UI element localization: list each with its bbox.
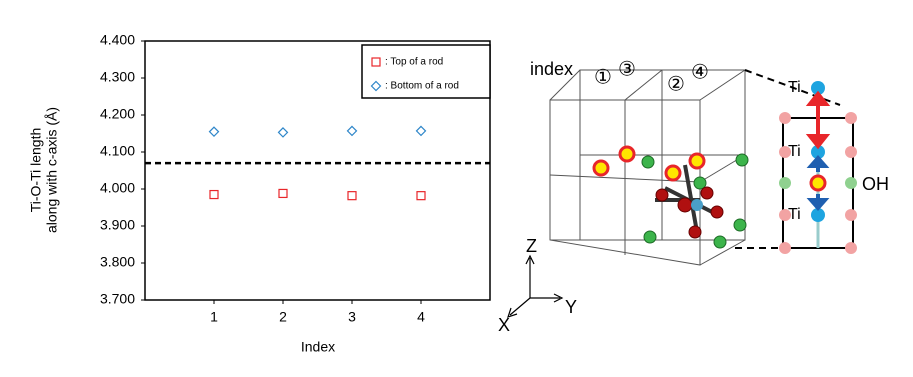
legend — [361, 44, 491, 99]
atom-label: OH — [862, 174, 889, 194]
legend-label: : Bottom of a rod — [385, 81, 459, 92]
x-tick-label: 2 — [279, 309, 287, 325]
oh-sites — [592, 145, 706, 182]
y-axis-label: along with c-axis (Å) — [44, 107, 60, 233]
axis-label: Z — [526, 236, 537, 256]
marker — [209, 189, 219, 200]
site-label: ④ — [691, 61, 709, 83]
x-axis-label: Index — [301, 339, 335, 355]
x-tick-label: 3 — [348, 309, 356, 325]
atom-label: Ti — [788, 143, 801, 160]
chart: Index Ti-O-Ti length along with c-axis (… — [28, 40, 491, 355]
marker — [415, 125, 427, 137]
green-atoms — [641, 153, 749, 249]
axis-label: X — [498, 315, 510, 335]
legend-marker — [371, 57, 381, 67]
x-tick-label: 1 — [210, 309, 218, 325]
y-tick-label: 3.700 — [100, 291, 135, 307]
atom-label: Ti — [788, 79, 801, 96]
axis-arrows — [507, 254, 564, 318]
marker — [278, 188, 288, 199]
y-tick-label: 4.200 — [100, 106, 135, 122]
marker — [416, 191, 426, 201]
red-atoms — [655, 186, 724, 239]
site-label: ③ — [618, 58, 636, 80]
y-tick-label: 4.000 — [100, 180, 135, 196]
index-label: index — [530, 59, 573, 79]
y-tick-label: 4.300 — [100, 69, 135, 85]
y-tick-label: 4.100 — [100, 143, 135, 159]
legend-label: : Top of a rod — [385, 57, 443, 68]
ti-atom — [691, 199, 703, 211]
marker — [346, 125, 358, 137]
y-tick-label: 4.400 — [100, 32, 135, 48]
marker — [277, 127, 289, 138]
site-label: ② — [667, 73, 685, 95]
marker — [208, 126, 220, 137]
rod-panel — [779, 81, 857, 254]
y-tick-label: 3.800 — [100, 254, 135, 270]
site-label: ① — [594, 66, 612, 88]
x-tick-label: 4 — [417, 309, 425, 325]
legend-marker — [370, 80, 382, 92]
plot-frame — [144, 40, 491, 301]
axis-label: Y — [565, 297, 577, 317]
atom-label: Ti — [788, 206, 801, 223]
y-axis-label: Ti-O-Ti length — [28, 128, 44, 213]
cube-wireframe — [549, 69, 746, 266]
marker — [347, 191, 357, 201]
y-tick-label: 3.900 — [100, 217, 135, 233]
crystal-diagram — [507, 69, 857, 318]
